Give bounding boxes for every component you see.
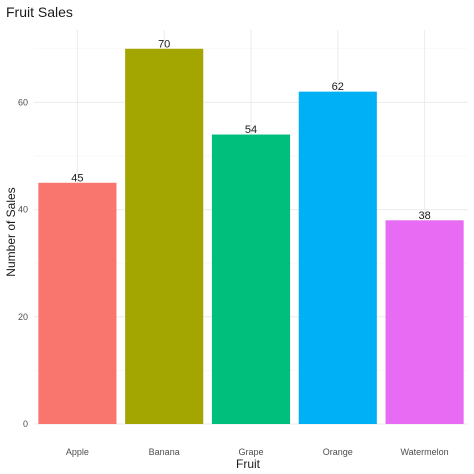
data-label-apple: 45 [71, 172, 83, 184]
data-label-watermelon: 38 [418, 210, 430, 222]
y-axis-ticks: 0 20 40 60 [18, 97, 28, 429]
x-tick-label: Orange [323, 447, 353, 457]
bar-orange [298, 91, 377, 425]
x-axis-title: Fruit [236, 457, 261, 471]
bar-watermelon [385, 220, 464, 424]
y-tick-label: 20 [18, 312, 28, 322]
data-label-banana: 70 [158, 38, 170, 50]
data-labels: 45 70 54 62 38 [71, 38, 430, 222]
y-tick-label: 60 [18, 97, 28, 107]
bars [38, 48, 464, 425]
bar-grape [211, 134, 291, 424]
bar-banana [125, 48, 204, 425]
y-tick-label: 40 [18, 205, 28, 215]
x-tick-label: Grape [238, 447, 263, 457]
x-tick-label: Watermelon [401, 447, 449, 457]
bar-apple [38, 182, 117, 424]
chart-title: Fruit Sales [6, 4, 73, 20]
y-axis-title: Number of Sales [4, 187, 18, 276]
data-label-grape: 54 [245, 124, 257, 136]
x-axis-ticks: Apple Banana Grape Orange Watermelon [66, 447, 449, 457]
y-tick-label: 0 [23, 419, 28, 429]
data-label-orange: 62 [332, 81, 344, 93]
x-tick-label: Banana [149, 447, 180, 457]
x-tick-label: Apple [66, 447, 89, 457]
